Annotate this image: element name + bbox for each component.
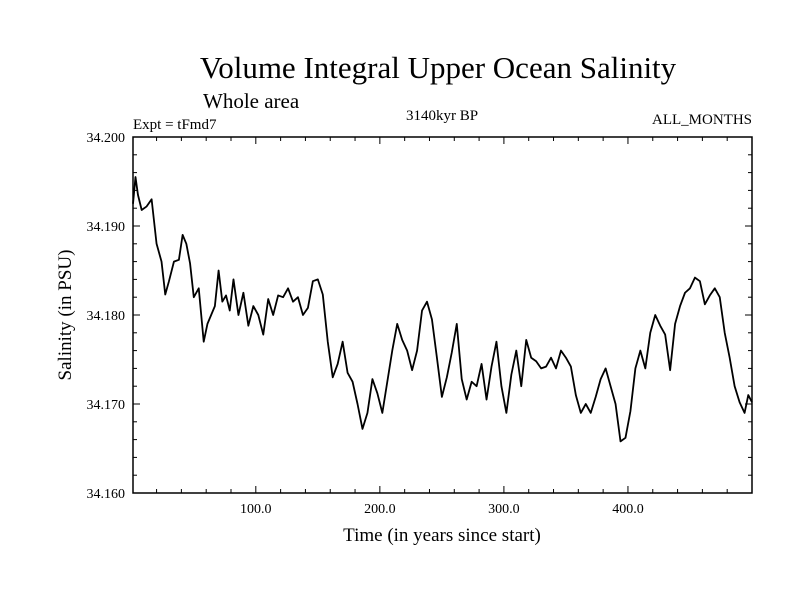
experiment-label: Expt = tFmd7 <box>133 117 217 133</box>
salinity-series-line <box>132 176 753 443</box>
x-tick-label: 400.0 <box>612 502 644 517</box>
x-tick-label: 100.0 <box>240 502 272 517</box>
y-tick-label: 34.170 <box>87 398 126 413</box>
y-axis-label: Salinity (in PSU) <box>55 250 76 381</box>
x-axis-label: Time (in years since start) <box>343 525 541 546</box>
y-tick-label: 34.190 <box>87 220 126 235</box>
y-axis-ticks: 34.160 34.170 34.180 34.190 34.200 <box>87 131 752 502</box>
x-axis-ticks: 100.0 200.0 300.0 400.0 <box>156 137 753 517</box>
chart-subtitle: Whole area <box>203 89 300 113</box>
x-tick-label: 200.0 <box>364 502 396 517</box>
x-tick-label: 300.0 <box>488 502 520 517</box>
period-label: 3140kyr BP <box>406 108 478 124</box>
y-tick-label: 34.200 <box>87 131 126 146</box>
plot-frame <box>132 136 753 494</box>
y-tick-label: 34.180 <box>87 309 126 324</box>
y-tick-label: 34.160 <box>87 487 126 502</box>
chart-title: Volume Integral Upper Ocean Salinity <box>200 50 677 85</box>
months-label: ALL_MONTHS <box>652 112 752 128</box>
